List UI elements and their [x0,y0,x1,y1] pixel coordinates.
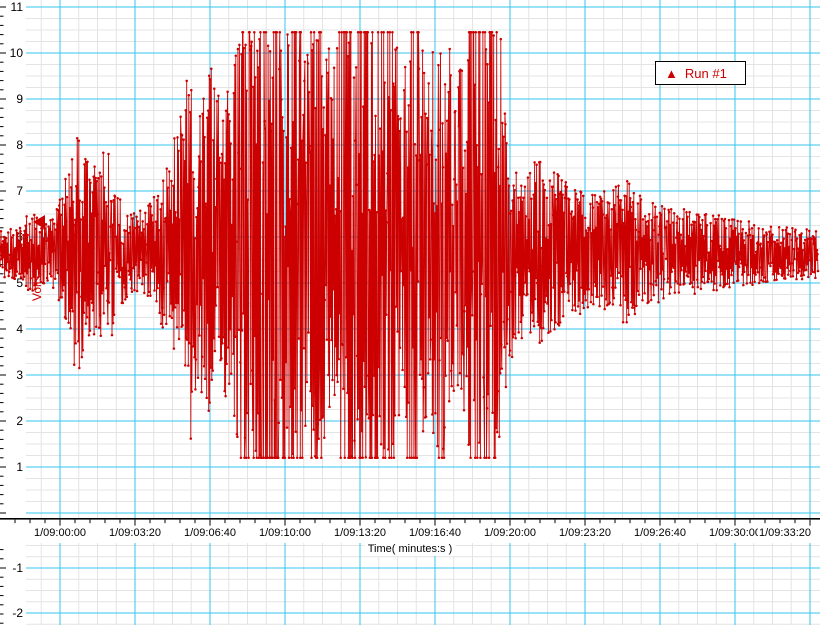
y-tick-label: 10 [9,46,23,60]
y-tick-label: -1 [12,561,23,575]
y-tick-label: 3 [16,368,23,382]
x-tick-label: 1/09:06:40 [183,527,237,540]
x-tick-label: 1/09:30:00 [708,527,762,540]
y-tick-label: 1 [16,460,23,474]
y-tick-label: 5 [16,276,23,290]
legend: ▲ Run #1 [655,61,746,85]
trace-position-marker-icon[interactable] [33,214,45,229]
x-tick-label: 1/09:26:40 [633,527,687,540]
x-tick-label: 1/09:20:00 [483,527,537,540]
triangle-up-icon: ▲ [665,65,678,81]
x-tick-label: 1/09:16:40 [408,527,462,540]
y-tick-label: 11 [10,0,23,14]
y-tick-label: 7 [16,184,23,198]
x-tick-label: 1/09:23:20 [558,527,612,540]
y-tick-label: 8 [16,138,23,152]
y-tick-label: 9 [16,92,23,106]
y-tick-label: 2 [16,414,23,428]
x-tick-label: 1/09:10:00 [258,527,312,540]
x-tick-label: 1/09:03:20 [108,527,162,540]
y-tick-label: -2 [12,606,23,620]
x-tick-label: 1/09:13:20 [333,527,387,540]
x-axis-title: Time( minutes:s ) [364,543,456,556]
x-tick-label: 1/09:00:00 [33,527,87,540]
y-tick-label: 4 [16,322,23,336]
legend-run1-label: Run #1 [684,65,727,81]
y-axis-title: Volts [30,274,44,302]
x-tick-label: 1/09:33:20 [758,527,812,540]
